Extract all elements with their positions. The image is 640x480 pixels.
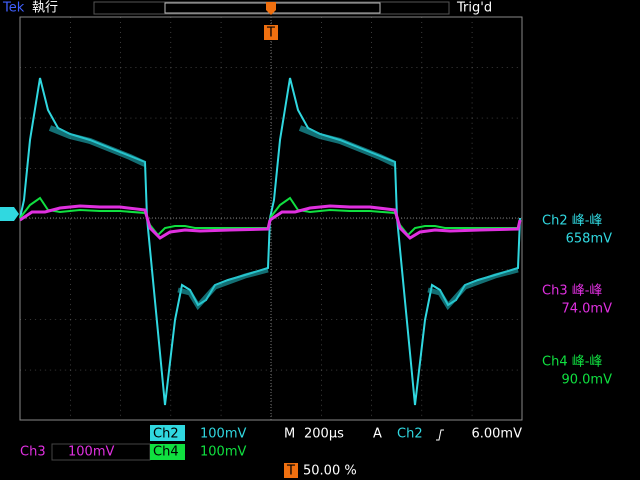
ch4-name: Ch4: [153, 445, 179, 460]
position-icon: T: [286, 464, 295, 479]
ch4-scale: 100mV: [200, 445, 246, 460]
ch3-name: Ch3: [20, 445, 46, 460]
position-value: 50.00 %: [303, 464, 357, 479]
brand: Tek: [2, 1, 25, 16]
ch2-ground-label: 2: [2, 222, 11, 237]
ch3-scale: 100mV: [68, 445, 114, 460]
run-mode: 執行: [32, 0, 58, 16]
measurement-label: Ch2 峰-峰: [542, 214, 602, 229]
trigger-source: Ch2: [397, 427, 423, 442]
measurement-label: Ch4 峰-峰: [542, 355, 602, 370]
ch2-scale: 100mV: [200, 427, 246, 442]
header-bar: [0, 0, 640, 16]
ch4-badge: [150, 444, 185, 460]
measurement-value: 74.0mV: [561, 302, 612, 317]
trigger-mode: A: [373, 427, 382, 442]
timebase-label: M: [284, 427, 295, 442]
ch2-ground-marker: [0, 207, 19, 221]
ch2-badge: [150, 425, 185, 441]
trigger-position-label: T: [266, 26, 275, 41]
trigger-position: [264, 25, 278, 40]
measurement-label: Ch3 峰-峰: [542, 284, 602, 299]
trigger-pointer: [266, 2, 276, 15]
ch2-name: Ch2: [153, 427, 179, 442]
measurement-value: 90.0mV: [561, 373, 612, 388]
trigger-level: 6.00mV: [471, 427, 522, 442]
timebase-value: 200µs: [304, 427, 344, 442]
measurement-value: 658mV: [566, 232, 612, 247]
trigger-slope: [436, 429, 444, 441]
trigger-status: Trig'd: [456, 1, 492, 16]
position-icon-box: [284, 463, 298, 478]
